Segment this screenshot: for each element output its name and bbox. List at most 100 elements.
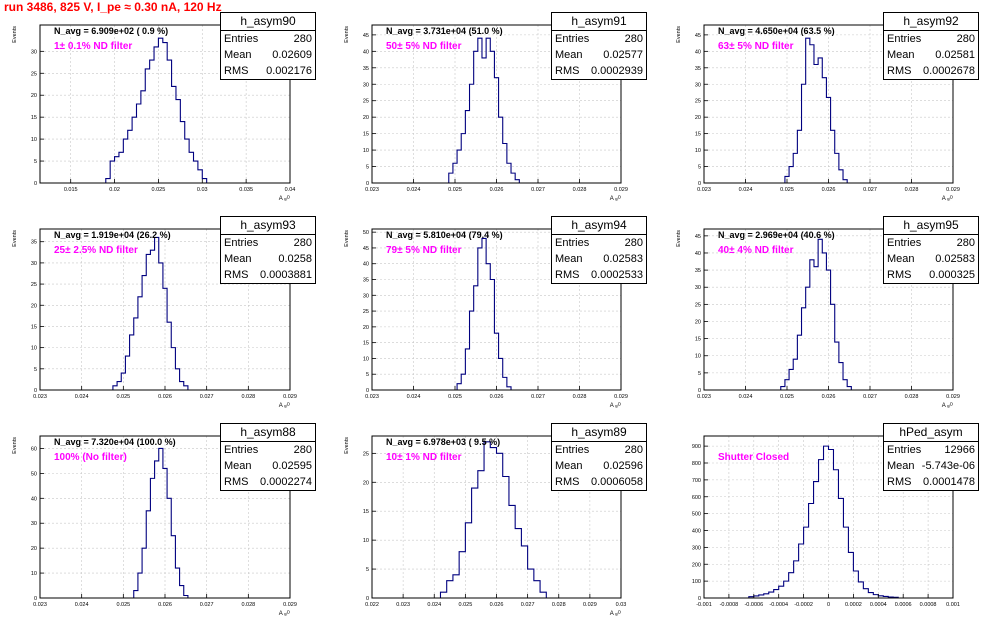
histogram-bin bbox=[163, 43, 167, 183]
histogram-bin bbox=[486, 264, 490, 390]
stats-key-mean: Mean bbox=[887, 460, 915, 472]
x-tick-label: 0 bbox=[827, 602, 830, 608]
y-tick-label: 30 bbox=[695, 285, 701, 291]
histogram-bin bbox=[499, 358, 503, 390]
y-tick-label: 300 bbox=[692, 545, 701, 551]
x-axis-title: A ᵤᵢᴰ bbox=[610, 610, 622, 617]
y-tick-label: 40 bbox=[695, 251, 701, 257]
stats-value-entries: 280 bbox=[293, 237, 312, 249]
histogram-bin bbox=[490, 51, 494, 183]
stats-key-entries: Entries bbox=[887, 237, 922, 249]
y-tick-label: 25 bbox=[695, 99, 701, 105]
histogram-bin bbox=[163, 468, 167, 598]
stats-row-entries: Entries 280 bbox=[552, 235, 646, 251]
stats-row-mean: Mean 0.0258 bbox=[221, 251, 315, 267]
histogram-bin bbox=[806, 38, 810, 183]
histogram-bin bbox=[499, 117, 503, 183]
stats-value-rms: 0.0001478 bbox=[923, 476, 975, 488]
stats-box: h_asym91 Entries 280 Mean 0.02577 RMS 0.000293… bbox=[551, 12, 647, 80]
x-tick-label: 0.023 bbox=[365, 187, 379, 193]
x-tick-label: 0.026 bbox=[822, 394, 836, 400]
y-tick-label: 25 bbox=[363, 99, 369, 105]
x-tick-label: 0.029 bbox=[283, 394, 297, 400]
stats-box: h_asym92 Entries 280 Mean 0.02581 RMS 0.000267… bbox=[883, 12, 979, 80]
histogram-bin bbox=[797, 335, 801, 390]
y-tick-label: 60 bbox=[31, 446, 37, 452]
histogram-bin bbox=[461, 134, 465, 183]
histogram-bin bbox=[848, 552, 853, 598]
histogram-bin bbox=[822, 253, 826, 390]
histogram-bin bbox=[802, 308, 806, 390]
y-tick-label: 25 bbox=[363, 451, 369, 457]
histogram-bin bbox=[814, 65, 818, 184]
histogram-bin bbox=[189, 152, 193, 183]
histogram-bin bbox=[482, 58, 486, 183]
y-tick-label: 10 bbox=[363, 356, 369, 362]
histogram-bin bbox=[449, 173, 453, 183]
stats-key-rms: RMS bbox=[555, 269, 580, 281]
histogram-bin bbox=[503, 477, 509, 599]
stats-value-mean: 0.02596 bbox=[603, 460, 643, 472]
y-tick-label: 20 bbox=[31, 93, 37, 99]
stats-row-entries: Entries 280 bbox=[884, 31, 978, 47]
x-tick-label: 0.026 bbox=[490, 394, 504, 400]
histogram-bin bbox=[142, 276, 146, 390]
histogram-outline bbox=[784, 37, 848, 183]
histogram-bin bbox=[465, 523, 471, 598]
y-tick-label: 5 bbox=[366, 372, 369, 378]
histogram-bin bbox=[838, 498, 843, 598]
histogram-bin bbox=[847, 387, 851, 390]
histogram-outline bbox=[133, 447, 189, 598]
histogram-bin bbox=[167, 322, 171, 390]
histogram-bin bbox=[159, 263, 163, 390]
histogram-bin bbox=[172, 86, 176, 183]
histogram-bin bbox=[478, 471, 484, 598]
histogram-bin bbox=[453, 575, 459, 598]
histogram-bin bbox=[150, 60, 154, 183]
histogram-bin bbox=[459, 552, 465, 598]
x-tick-label: 0.028 bbox=[573, 394, 587, 400]
y-tick-label: 35 bbox=[695, 66, 701, 72]
histogram-bin bbox=[528, 569, 534, 598]
histogram-bin bbox=[159, 448, 163, 598]
histogram-bin bbox=[484, 442, 490, 598]
y-axis-title: Events bbox=[344, 230, 350, 247]
x-tick-label: 0.027 bbox=[863, 187, 877, 193]
x-tick-label: 0.026 bbox=[822, 187, 836, 193]
histogram-bin bbox=[799, 544, 804, 598]
x-tick-label: 0.022 bbox=[365, 602, 379, 608]
histogram-outline bbox=[748, 445, 899, 598]
histogram-bin bbox=[829, 450, 834, 599]
stats-row-rms: RMS 0.0006058 bbox=[552, 474, 646, 490]
stats-key-rms: RMS bbox=[224, 269, 249, 281]
stats-value-rms: 0.0003881 bbox=[260, 269, 312, 281]
histogram-outline bbox=[456, 237, 512, 390]
y-tick-label: 45 bbox=[363, 246, 369, 252]
stats-box-title: h_asym88 bbox=[221, 424, 315, 442]
stats-value-mean: -5.743e-06 bbox=[921, 460, 975, 472]
x-tick-label: 0.04 bbox=[285, 187, 296, 193]
histogram-bin bbox=[142, 548, 146, 598]
histogram-bin bbox=[774, 590, 779, 598]
x-tick-label: 0.028 bbox=[573, 187, 587, 193]
stats-box: h_asym95 Entries 280 Mean 0.02583 RMS 0.000325 bbox=[883, 216, 979, 284]
histogram-bin bbox=[863, 589, 868, 598]
histogram-bin bbox=[478, 38, 482, 183]
stats-key-rms: RMS bbox=[887, 476, 912, 488]
x-tick-label: 0.024 bbox=[75, 602, 89, 608]
y-tick-label: 10 bbox=[31, 137, 37, 143]
y-axis-title: Events bbox=[676, 26, 682, 43]
histogram-bin bbox=[134, 318, 138, 390]
histogram-bin bbox=[478, 248, 482, 390]
y-tick-label: 10 bbox=[31, 346, 37, 352]
histogram-bin bbox=[839, 170, 843, 183]
filter-label: 40± 4% ND filter bbox=[718, 245, 794, 256]
histogram-bin bbox=[810, 45, 814, 183]
x-tick-label: 0.028 bbox=[241, 394, 255, 400]
stats-key-entries: Entries bbox=[555, 33, 590, 45]
stats-row-rms: RMS 0.0002939 bbox=[552, 63, 646, 79]
navg-annotation: N_avg = 4.650e+04 (63.5 %) bbox=[718, 26, 835, 36]
histogram-bin bbox=[128, 130, 132, 183]
y-tick-label: 5 bbox=[366, 165, 369, 171]
stats-row-entries: Entries 280 bbox=[552, 442, 646, 458]
